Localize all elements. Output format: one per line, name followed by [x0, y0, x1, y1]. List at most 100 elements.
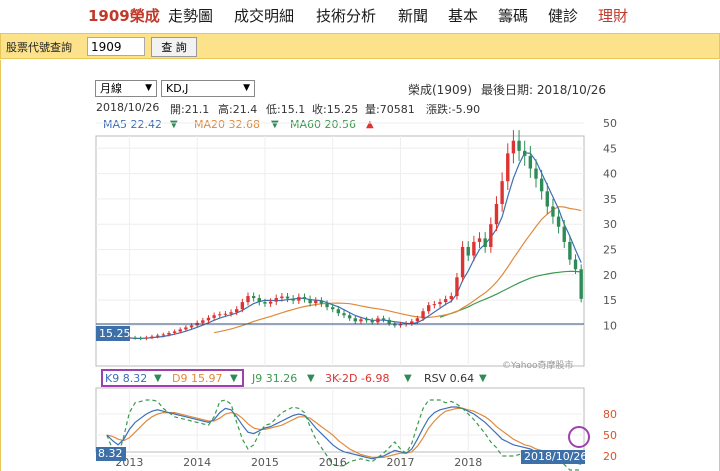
candle-body	[206, 317, 211, 321]
candle-body	[291, 298, 295, 301]
date-badge-text: 2018/10/26	[524, 450, 588, 463]
query-button[interactable]: 查 詢	[151, 37, 197, 57]
candle-body	[483, 238, 487, 247]
candle-body	[443, 299, 448, 303]
price-tick-label: 10	[603, 319, 617, 332]
diff-down-icon: ▼	[404, 373, 412, 384]
candle-body	[421, 311, 425, 319]
candle-body	[257, 298, 261, 303]
nav-chips[interactable]: 籌碼	[498, 7, 529, 25]
candle-body	[246, 296, 250, 303]
indicator-value: KD,J	[166, 82, 189, 95]
candle-body	[133, 337, 137, 339]
nav-trend[interactable]: 走勢圖	[168, 7, 214, 25]
stock-code-input[interactable]	[87, 37, 145, 56]
nav-technical[interactable]: 技術分析	[316, 7, 377, 25]
candle-body	[302, 297, 307, 300]
ma5-down-icon: ▼	[170, 119, 178, 130]
candle-body	[150, 336, 154, 338]
price-tick-label: 50	[603, 117, 617, 130]
candle-body	[398, 324, 403, 326]
candle-body	[511, 140, 516, 154]
candle-body	[353, 318, 357, 322]
candle-body	[285, 296, 290, 299]
indicator-select[interactable]: KD,J ▼	[161, 80, 255, 97]
kd-tick-label: 80	[603, 408, 617, 421]
candle-body	[551, 206, 555, 217]
nav-basic[interactable]: 基本	[448, 7, 479, 25]
candle-body	[562, 226, 566, 242]
price-plot-frame	[95, 135, 585, 367]
candle-body	[280, 296, 284, 299]
ohlc-high: 高:21.4	[218, 103, 258, 116]
kd-badge-text: 8.32	[98, 447, 123, 460]
candle-body	[455, 277, 459, 297]
nav-wealth[interactable]: 理財	[598, 7, 629, 25]
nav-health[interactable]: 健診	[548, 7, 579, 25]
ma20-label: MA20 32.68	[194, 118, 260, 131]
query-bar: 股票代號查詢 查 詢	[0, 33, 720, 59]
candle-body	[415, 318, 420, 322]
ohlc-date: 2018/10/26	[96, 101, 160, 114]
candle-body	[477, 238, 482, 242]
rsv-down-icon: ▼	[479, 373, 487, 384]
last-date: 最後日期: 2018/10/26	[481, 83, 607, 97]
candle-body	[297, 297, 301, 301]
d9-line	[106, 407, 582, 460]
chevron-down-icon: ▼	[145, 83, 152, 93]
kd-tick-label: 50	[603, 429, 617, 442]
highlight-circle	[568, 426, 590, 448]
candle-body	[460, 246, 465, 278]
candle-body	[528, 155, 533, 169]
d9-down-icon: ▼	[230, 373, 238, 384]
candle-body	[517, 140, 521, 151]
ma60-label: MA60 20.56	[290, 118, 356, 131]
query-label: 股票代號查詢	[6, 41, 72, 54]
candle-body	[494, 203, 499, 225]
candle-body	[319, 300, 324, 304]
ohlc-volume: 量:70581	[365, 103, 415, 116]
nav-news[interactable]: 新聞	[398, 7, 429, 25]
stock-name: 榮成(1909)	[408, 83, 472, 97]
ma60-line	[439, 270, 582, 318]
candle-body	[568, 241, 572, 260]
kd-tick-label: 20	[603, 450, 617, 463]
candle-body	[449, 296, 453, 300]
ma5-label: MA5 22.42	[103, 118, 163, 131]
candle-body	[523, 150, 527, 156]
nav-trade-detail[interactable]: 成交明細	[234, 7, 295, 25]
candle-body	[545, 191, 549, 207]
candle-body	[489, 224, 493, 247]
k9-down-icon: ▼	[154, 373, 162, 384]
candle-body	[314, 300, 318, 304]
year-tick-label: 2014	[183, 456, 211, 469]
rsv-label: RSV 0.64	[424, 372, 475, 385]
candle-body	[251, 296, 256, 299]
candle-body	[229, 312, 233, 314]
k9-line	[106, 406, 582, 465]
j9-label: J9 31.26	[252, 372, 298, 385]
candle-body	[376, 318, 380, 323]
candle-body	[325, 303, 329, 308]
ohlc-low: 低:15.1	[266, 103, 306, 116]
price-tick-label: 35	[603, 193, 617, 206]
k9-label: K9 8.32	[105, 372, 148, 385]
date-badge: 2018/10/26	[521, 450, 588, 464]
year-tick-label: 2015	[251, 456, 279, 469]
candle-body	[155, 335, 160, 337]
top-nav: 1909榮成 走勢圖 成交明細 技術分析 新聞 基本 籌碼 健診 理財	[0, 0, 720, 30]
price-tick-label: 45	[603, 142, 617, 155]
ohlc-change: 漲跌:-5.90	[426, 103, 481, 116]
kd-highlight-box	[101, 369, 244, 387]
period-value: 月線	[100, 82, 122, 95]
price-tick-label: 40	[603, 168, 617, 181]
nav-stock-title[interactable]: 1909榮成	[88, 7, 160, 25]
candle-body	[268, 301, 273, 304]
candle-body	[144, 337, 149, 339]
candle-body	[438, 302, 442, 305]
candle-body	[347, 315, 352, 319]
price-badge-text: 15.25	[99, 327, 131, 340]
j9-down-icon: ▼	[307, 373, 315, 384]
period-select[interactable]: 月線 ▼	[95, 80, 157, 97]
